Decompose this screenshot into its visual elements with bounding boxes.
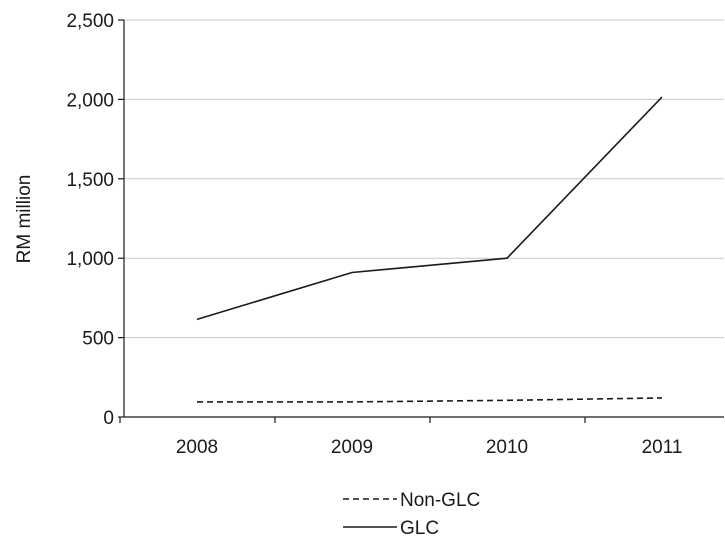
- legend-label: Non-GLC: [400, 490, 480, 511]
- series-line-non-glc: [197, 397, 663, 403]
- y-tick-label: 1,500: [66, 170, 114, 191]
- x-tick-label: 2011: [642, 437, 683, 458]
- axes: 0 500 1,000 1,500 2,000 2,500 2008 2009 2010 2011: [66, 11, 724, 458]
- y-tick-label: 0: [103, 408, 114, 429]
- x-tick-label: 2008: [176, 437, 218, 458]
- gridlines: [124, 19, 724, 339]
- legend-label: GLC: [400, 518, 439, 538]
- y-tick-label: 500: [82, 329, 114, 350]
- x-tick-label: 2009: [331, 437, 373, 458]
- legend: Non-GLC GLC: [343, 490, 480, 538]
- series-lines: [196, 96, 663, 403]
- y-tick-label: 2,500: [66, 11, 114, 32]
- x-tick-label: 2010: [486, 437, 528, 458]
- series-line-glc: [196, 96, 663, 321]
- y-tick-label: 2,000: [66, 90, 114, 111]
- y-tick-label: 1,000: [66, 249, 114, 270]
- y-axis-title: RM million: [14, 175, 35, 264]
